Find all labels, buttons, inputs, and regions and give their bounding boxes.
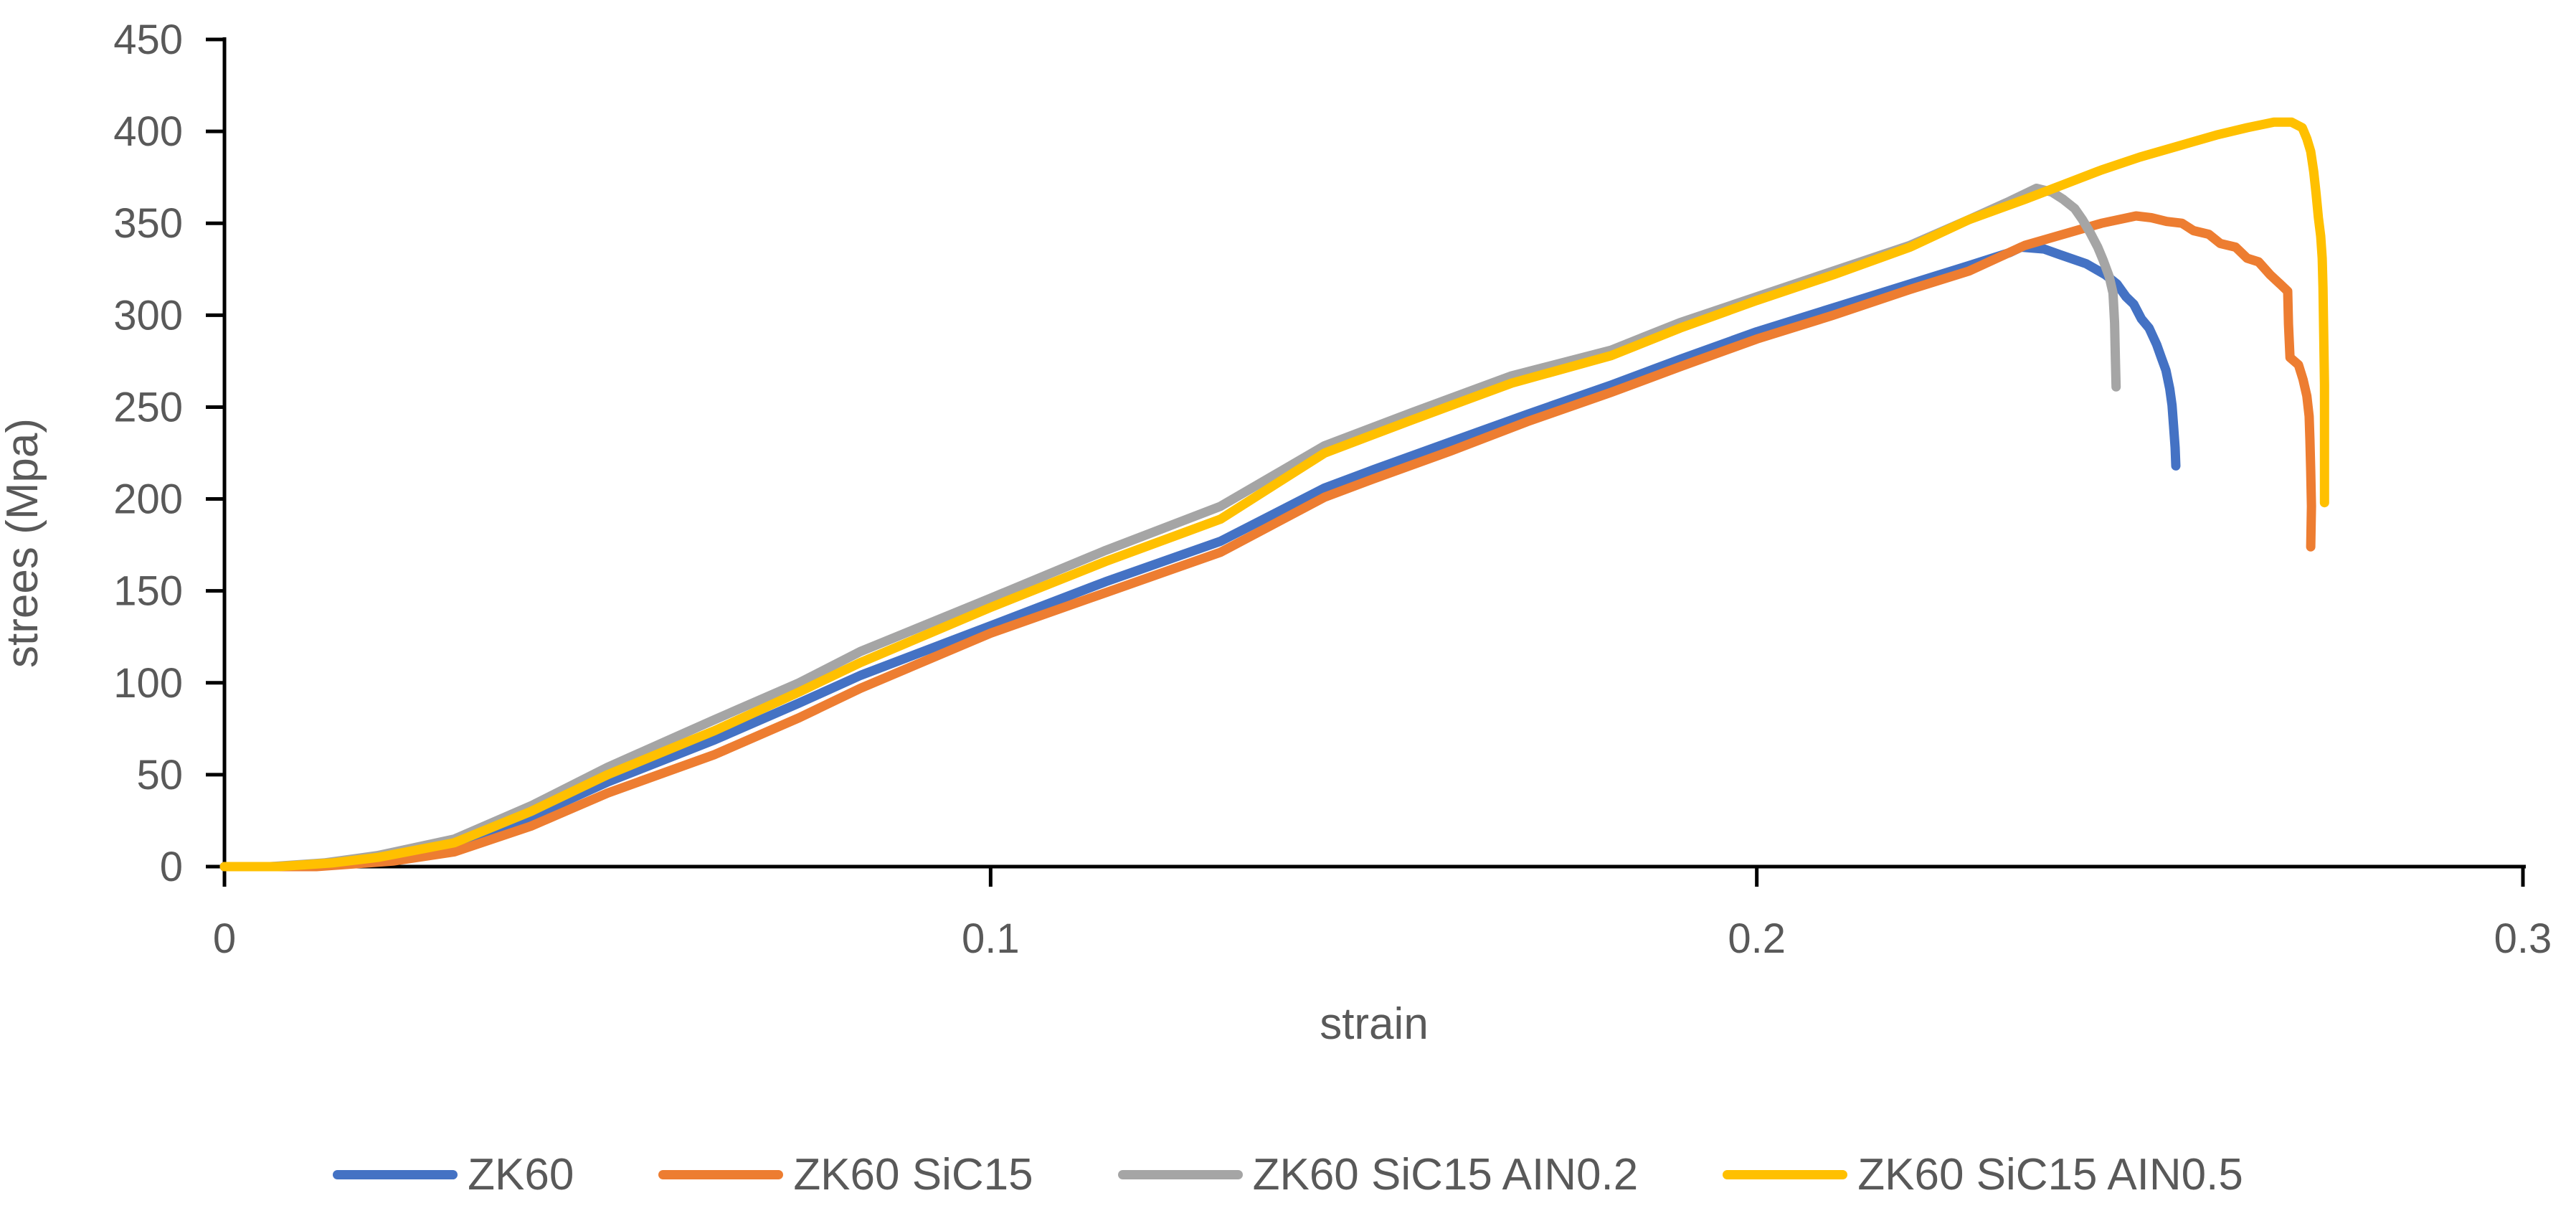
axes-layer: 0 50 100 150 200 250 300 350 400 450 0 0.1 0.2 0.3 [113, 16, 2552, 962]
legend-item-zk60-sic15-ain0.5: ZK60 SiC15 AIN0.5 [1723, 1149, 2243, 1200]
x-tick-label: 0.2 [1728, 915, 1786, 962]
series-line-zk60-sic15 [219, 211, 2316, 872]
x-tick-label: 0.1 [962, 915, 1020, 962]
legend-label: ZK60 SiC15 AIN0.5 [1857, 1150, 2243, 1199]
legend-swatch [1117, 1170, 1243, 1179]
x-tick-label: 0.3 [2494, 915, 2552, 962]
legend-swatch [658, 1170, 784, 1179]
y-tick-label: 200 [113, 476, 183, 523]
series-layer [219, 117, 2329, 872]
legend: ZK60 ZK60 SiC15 ZK60 SiC15 AIN0.2 ZK60 SiC1… [0, 1149, 2576, 1200]
legend-label: ZK60 SiC15 [793, 1150, 1033, 1199]
y-tick-label: 0 [160, 844, 183, 890]
y-tick-label: 250 [113, 384, 183, 430]
series-line-zk60-sic15-ain0.2 [219, 184, 2121, 872]
legend-label: ZK60 [468, 1150, 574, 1199]
legend-item-zk60-sic15-ain0.2: ZK60 SiC15 AIN0.2 [1117, 1149, 1639, 1200]
y-tick-label: 50 [136, 752, 183, 798]
y-axis-title: strees (Mpa) [0, 418, 47, 668]
y-tick-label: 350 [113, 200, 183, 247]
legend-item-zk60-sic15: ZK60 SiC15 [658, 1149, 1033, 1200]
series-line-zk60-sic15-ain0.5 [219, 117, 2329, 872]
y-tick-label: 150 [113, 568, 183, 615]
y-tick-label: 400 [113, 108, 183, 155]
series-line-zk60 [219, 242, 2181, 872]
x-tick-label: 0 [213, 915, 236, 962]
legend-swatch [333, 1170, 458, 1179]
legend-item-zk60: ZK60 [333, 1149, 574, 1200]
legend-label: ZK60 SiC15 AIN0.2 [1252, 1150, 1639, 1199]
legend-swatch [1723, 1170, 1848, 1179]
y-tick-label: 100 [113, 660, 183, 707]
x-axis-title: strain [1320, 999, 1429, 1049]
y-tick-label: 450 [113, 16, 183, 63]
y-tick-label: 300 [113, 292, 183, 339]
